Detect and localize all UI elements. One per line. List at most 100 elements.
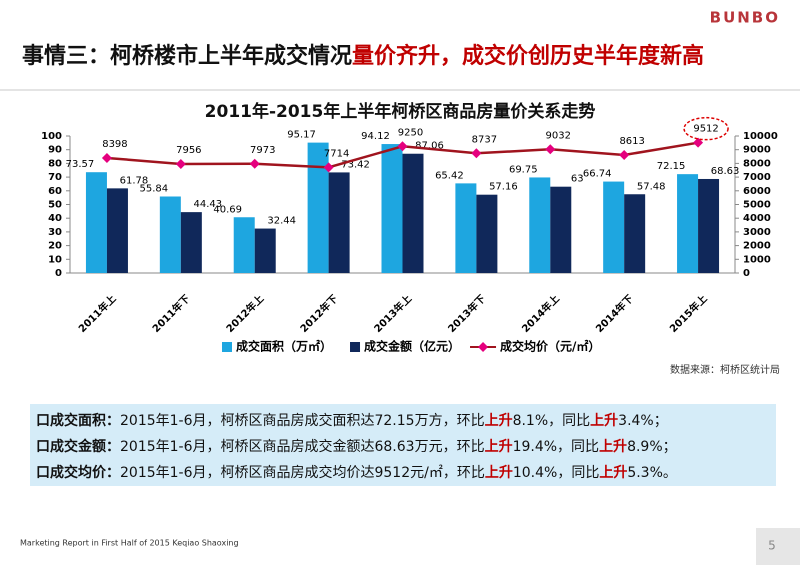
data-label: 55.84 xyxy=(140,183,169,194)
note-text: 上升 xyxy=(484,465,513,481)
data-label: 8737 xyxy=(472,134,497,145)
footer: Marketing Report in First Half of 2015 K… xyxy=(20,539,239,548)
note: 口成交面积：2015年1-6月，柯桥区商品房成交面积达72.15万方，环比上升8… xyxy=(36,408,770,434)
y-tick-label: 0 xyxy=(55,268,62,279)
note-text: 上升 xyxy=(484,439,513,455)
data-label: 32.44 xyxy=(267,216,296,227)
data-label: 7973 xyxy=(250,145,275,156)
data-label: 73.42 xyxy=(341,159,370,170)
data-label: 7956 xyxy=(176,145,201,156)
x-tick-label: 2015年上 xyxy=(667,292,710,335)
data-label: 66.74 xyxy=(583,169,612,180)
y2-tick-label: 10000 xyxy=(743,131,778,142)
note-text: 上升 xyxy=(484,413,513,429)
bar xyxy=(624,194,646,273)
marker xyxy=(397,141,408,152)
x-tick-label: 2012年下 xyxy=(297,292,340,335)
note-text: 2015年1-6月，柯桥区商品房成交均价达9512元/㎡，环比 xyxy=(120,465,485,481)
y2-tick-label: 3000 xyxy=(743,227,771,238)
data-label: 61.78 xyxy=(120,175,149,186)
note-text: 2015年1-6月，柯桥区商品房成交面积达72.15万方，环比 xyxy=(120,413,485,429)
data-label: 9512 xyxy=(693,124,718,135)
marker xyxy=(175,159,186,170)
slide-title: 事情三：柯桥楼市上半年成交情况量价齐升，成交价创历史半年度新高 xyxy=(22,43,704,69)
highlight xyxy=(683,116,729,141)
y2-tick-label: 5000 xyxy=(743,200,771,211)
x-tick-label: 2011年下 xyxy=(149,292,192,335)
x-tick-label: 2014年下 xyxy=(593,292,636,335)
legend-label: 成交金额（亿元） xyxy=(364,339,460,354)
bar xyxy=(159,196,181,273)
x-tick-label: 2013年上 xyxy=(371,292,414,335)
bar xyxy=(328,172,350,273)
note: 口成交金额：2015年1-6月，柯桥区商品房成交金额达68.63万元，环比上升1… xyxy=(36,434,770,460)
legend-label: 成交均价（元/㎡） xyxy=(500,339,600,354)
data-label: 65.42 xyxy=(435,170,464,181)
bar xyxy=(233,217,255,273)
bar xyxy=(550,186,572,273)
note-text: 10.4%，同比 xyxy=(512,465,600,481)
note-text: 8.1%，同比 xyxy=(512,413,591,429)
bar xyxy=(455,183,477,273)
note-text: 19.4%，同比 xyxy=(512,439,600,455)
marker xyxy=(471,148,482,159)
y2-tick-label: 1000 xyxy=(743,254,771,265)
x-tick-label: 2014年上 xyxy=(519,292,562,335)
legend-label: 成交面积（万㎡） xyxy=(236,339,332,354)
y-tick-label: 40 xyxy=(48,213,62,224)
data-label: 94.12 xyxy=(361,131,390,142)
data-label: 9032 xyxy=(546,130,571,141)
note-label: 口成交面积： xyxy=(36,413,120,429)
y-tick-label: 90 xyxy=(48,145,62,156)
data-label: 73.57 xyxy=(66,159,95,170)
y2-tick-label: 7000 xyxy=(743,172,771,183)
title-part: 量价齐升，成交价创历史半年度新高 xyxy=(352,43,704,69)
data-label: 68.63 xyxy=(711,166,740,177)
y-tick-label: 80 xyxy=(48,158,62,169)
bar xyxy=(677,174,699,273)
bar xyxy=(180,212,202,273)
legend-swatch xyxy=(350,342,361,352)
data-label: 7714 xyxy=(324,148,349,159)
bar xyxy=(254,228,276,273)
marker xyxy=(693,137,704,148)
y-tick-label: 60 xyxy=(48,186,62,197)
marker xyxy=(323,162,334,173)
y-tick-label: 70 xyxy=(48,172,62,183)
data-label: 40.69 xyxy=(213,204,242,215)
bar xyxy=(106,188,128,273)
y-tick-label: 100 xyxy=(41,131,62,142)
legend-swatch xyxy=(222,342,232,352)
note-text: 上升 xyxy=(599,439,628,455)
y-tick-label: 50 xyxy=(48,200,62,211)
data-label: 44.43 xyxy=(194,199,223,210)
data-label: 69.75 xyxy=(509,164,538,175)
note-text: 5.3%。 xyxy=(627,465,677,481)
data-label: 57.16 xyxy=(489,182,518,193)
notes: 口成交面积：2015年1-6月，柯桥区商品房成交面积达72.15万方，环比上升8… xyxy=(30,404,776,486)
bar xyxy=(603,181,625,273)
y-tick-label: 20 xyxy=(48,241,62,252)
data-label: 8398 xyxy=(102,139,127,150)
data-label: 87.06 xyxy=(415,141,444,152)
data-label: 9250 xyxy=(398,127,423,138)
y2-tick-label: 6000 xyxy=(743,186,771,197)
note-text: 3.4%； xyxy=(618,413,668,429)
note: 口成交均价：2015年1-6月，柯桥区商品房成交均价达9512元/㎡，环比上升1… xyxy=(36,460,770,486)
legend-swatch xyxy=(478,342,489,352)
bar xyxy=(381,144,403,273)
bar xyxy=(402,153,424,273)
marker xyxy=(101,152,112,163)
page-number: 5 xyxy=(768,539,776,553)
y2-tick-label: 9000 xyxy=(743,145,771,156)
source: 数据来源：柯桥区统计局 xyxy=(670,363,780,376)
y2-tick-label: 8000 xyxy=(743,158,771,169)
chart-title: 2011年-2015年上半年柯桥区商品房量价关系走势 xyxy=(205,101,596,122)
logo: BUNBO xyxy=(710,9,780,27)
note-label: 口成交均价： xyxy=(36,465,120,481)
x-tick-label: 2013年下 xyxy=(445,292,488,335)
bar xyxy=(476,194,498,273)
x-tick-label: 2011年上 xyxy=(76,292,119,335)
